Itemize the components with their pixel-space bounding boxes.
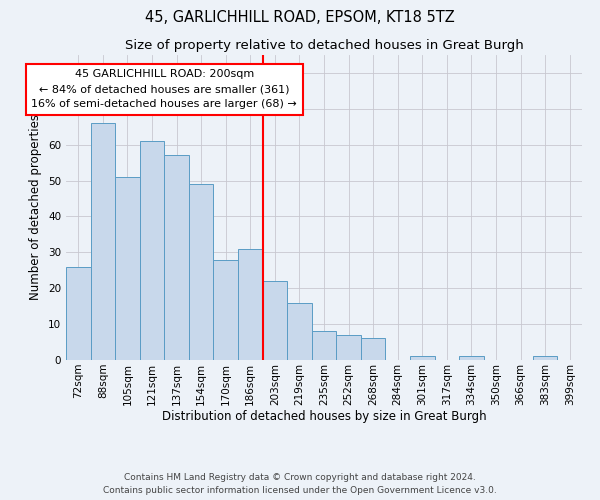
Bar: [336, 335, 361, 360]
Bar: [287, 302, 312, 360]
Bar: [533, 356, 557, 360]
Bar: [66, 266, 91, 360]
Bar: [189, 184, 214, 360]
X-axis label: Distribution of detached houses by size in Great Burgh: Distribution of detached houses by size …: [161, 410, 487, 424]
Text: Contains HM Land Registry data © Crown copyright and database right 2024.
Contai: Contains HM Land Registry data © Crown c…: [103, 474, 497, 495]
Bar: [238, 249, 263, 360]
Bar: [214, 260, 238, 360]
Text: 45, GARLICHHILL ROAD, EPSOM, KT18 5TZ: 45, GARLICHHILL ROAD, EPSOM, KT18 5TZ: [145, 10, 455, 25]
Bar: [361, 338, 385, 360]
Bar: [263, 281, 287, 360]
Bar: [91, 123, 115, 360]
Bar: [115, 177, 140, 360]
Title: Size of property relative to detached houses in Great Burgh: Size of property relative to detached ho…: [125, 40, 523, 52]
Bar: [164, 156, 189, 360]
Y-axis label: Number of detached properties: Number of detached properties: [29, 114, 43, 300]
Bar: [140, 141, 164, 360]
Bar: [459, 356, 484, 360]
Bar: [410, 356, 434, 360]
Text: 45 GARLICHHILL ROAD: 200sqm
← 84% of detached houses are smaller (361)
16% of se: 45 GARLICHHILL ROAD: 200sqm ← 84% of det…: [31, 70, 297, 109]
Bar: [312, 332, 336, 360]
